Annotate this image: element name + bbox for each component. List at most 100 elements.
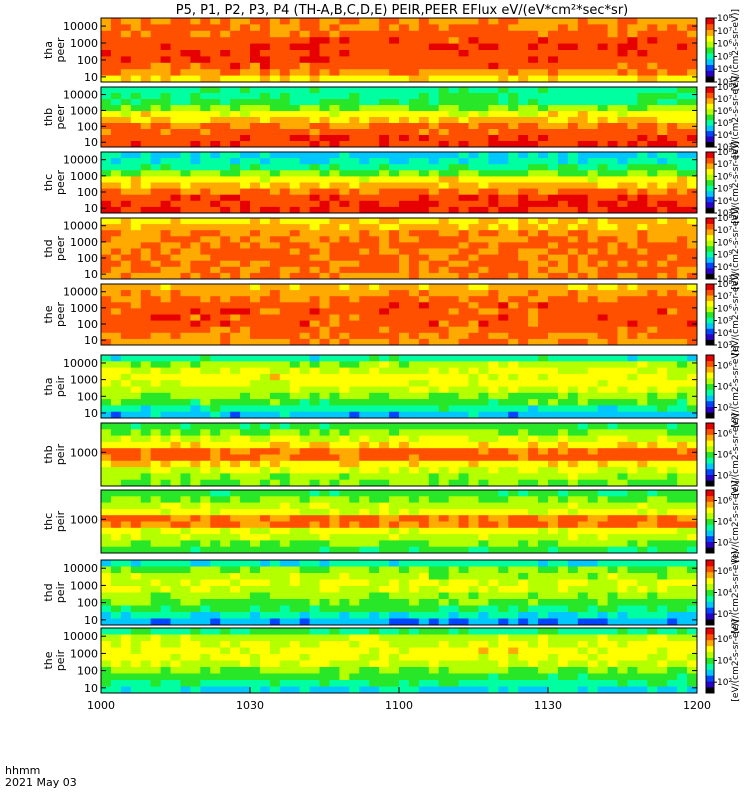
heatmap-cell <box>548 392 559 400</box>
heatmap-cell <box>577 206 589 214</box>
heatmap-cell <box>200 182 211 189</box>
heatmap-cell <box>299 326 310 334</box>
heatmap-cell <box>220 176 231 183</box>
heatmap-cell <box>548 176 559 183</box>
heatmap-cell <box>587 75 599 83</box>
heatmap-cell <box>140 320 152 328</box>
heatmap-cell <box>230 272 241 280</box>
heatmap-cell <box>299 302 310 309</box>
heatmap-cell <box>627 521 638 529</box>
colorbar-tick-label: 10⁴ <box>717 451 732 461</box>
heatmap-cell <box>230 380 241 387</box>
heatmap-cell <box>120 527 132 535</box>
heatmap-cell <box>408 405 420 413</box>
heatmap-cell <box>180 534 191 541</box>
heatmap-cell <box>687 30 698 38</box>
heatmap-cell <box>647 386 658 394</box>
heatmap-cell <box>309 540 320 548</box>
heatmap-cell <box>418 399 430 406</box>
heatmap-cell <box>428 170 440 177</box>
heatmap-cell <box>518 496 529 503</box>
heatmap-cell <box>577 123 589 130</box>
heatmap-cell <box>488 93 499 100</box>
heatmap-cell <box>279 527 291 535</box>
heatmap-cell <box>289 266 301 274</box>
heatmap-cell <box>319 540 330 548</box>
heatmap-cell <box>170 272 181 280</box>
heatmap-cell <box>269 502 281 510</box>
heatmap-cell <box>101 200 112 208</box>
heatmap-cell <box>339 405 350 413</box>
heatmap-cell <box>667 392 678 400</box>
heatmap-cell <box>548 521 559 529</box>
heatmap-cell <box>607 534 618 541</box>
heatmap-cell <box>528 194 539 202</box>
heatmap-cell <box>567 302 579 309</box>
heatmap-cell <box>627 123 638 130</box>
heatmap-cell <box>269 540 281 548</box>
heatmap-cell <box>687 361 698 368</box>
heatmap-cell <box>140 296 152 303</box>
heatmap-cell <box>488 521 499 529</box>
heatmap-cell <box>448 176 459 183</box>
heatmap-cell <box>587 527 599 535</box>
heatmap-cell <box>190 129 201 136</box>
heatmap-cell <box>259 496 271 503</box>
heatmap-cell <box>538 515 549 522</box>
heatmap-cell <box>538 93 549 100</box>
heatmap-cell <box>200 62 211 70</box>
heatmap-cell <box>190 30 201 38</box>
heatmap-cell <box>299 527 310 535</box>
heatmap-cell <box>448 194 459 202</box>
heatmap-cell <box>359 158 370 165</box>
heatmap-cell <box>548 75 559 83</box>
heatmap-cell <box>488 176 499 183</box>
heatmap-cell <box>319 373 330 381</box>
heatmap-cell <box>190 386 201 394</box>
heatmap-cell <box>359 206 370 214</box>
heatmap-cell <box>210 290 221 297</box>
heatmap-cell <box>418 99 430 106</box>
heatmap-cell <box>269 284 281 291</box>
heatmap-cell <box>259 30 271 38</box>
heatmap-cell <box>518 302 529 309</box>
heatmap-cell <box>220 332 231 340</box>
heatmap-cell <box>101 158 112 165</box>
heatmap-cell <box>190 37 201 44</box>
heatmap-cell <box>160 320 171 328</box>
heatmap-cell <box>538 105 549 112</box>
heatmap-cell <box>359 448 370 455</box>
heatmap-cell <box>637 320 648 328</box>
heatmap-cell <box>200 200 211 208</box>
heatmap-cell <box>369 435 380 443</box>
heatmap-cell <box>557 224 569 231</box>
heatmap-cell <box>200 218 211 225</box>
heatmap-cell <box>289 429 301 436</box>
heatmap-cell <box>140 392 152 400</box>
heatmap-cell <box>110 296 122 303</box>
heatmap-cell <box>200 24 211 32</box>
heatmap-cell <box>269 230 281 237</box>
heatmap-cell <box>190 429 201 436</box>
heatmap-cell <box>667 188 678 196</box>
heatmap-cell <box>508 496 519 503</box>
heatmap-cell <box>349 176 360 183</box>
heatmap-cell <box>637 236 648 243</box>
heatmap-cell <box>687 69 698 76</box>
heatmap-cell <box>428 242 440 249</box>
heatmap-cell <box>548 135 559 142</box>
heatmap-cell <box>259 508 271 516</box>
heatmap-cell <box>597 129 608 136</box>
heatmap-cell <box>190 182 201 189</box>
heatmap-cell <box>587 182 599 189</box>
heatmap-cell <box>478 361 489 368</box>
heatmap-cell <box>468 392 479 400</box>
heatmap-cell <box>200 99 211 106</box>
heatmap-cell <box>418 182 430 189</box>
heatmap-cell <box>408 152 420 159</box>
heatmap-cell <box>448 290 459 297</box>
heatmap-cell <box>210 105 221 112</box>
heatmap-cell <box>637 93 648 100</box>
heatmap-cell <box>379 467 390 474</box>
